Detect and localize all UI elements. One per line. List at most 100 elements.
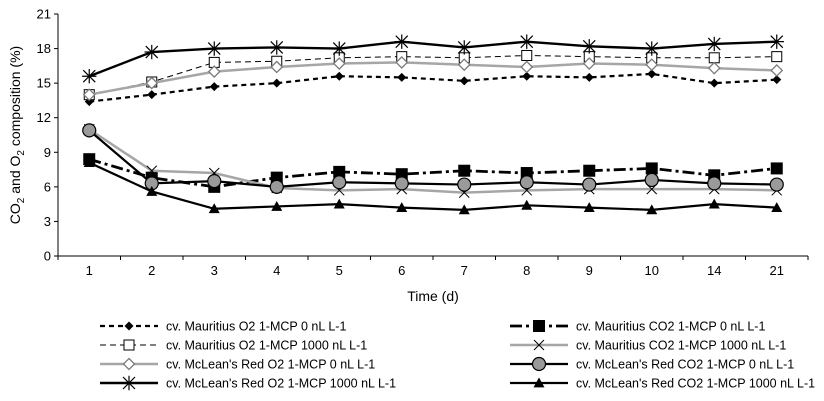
- data-point: [771, 202, 783, 212]
- data-point: [395, 55, 409, 69]
- x-tick-label: 4: [273, 263, 280, 278]
- data-point: [207, 41, 222, 56]
- data-point: [332, 41, 347, 56]
- x-tick-label: 3: [211, 263, 218, 278]
- data-point: [531, 356, 547, 372]
- data-point: [458, 204, 470, 215]
- x-tick-label: 8: [523, 263, 530, 278]
- series-6: [82, 34, 784, 84]
- y-tick-label: 15: [37, 76, 51, 91]
- series-0: [84, 69, 782, 107]
- legend-item: cv. McLean's Red O2 1-MCP 1000 nL L-1: [100, 375, 396, 391]
- data-point: [334, 71, 344, 81]
- legend-item: cv. Mauritius CO2 1-MCP 0 nL L-1: [510, 320, 765, 334]
- x-tick-label: 14: [707, 263, 721, 278]
- x-tick-label: 5: [336, 263, 343, 278]
- data-point: [333, 198, 345, 209]
- series-5: [82, 123, 784, 194]
- data-point: [521, 199, 533, 210]
- data-point: [533, 377, 545, 388]
- data-point: [82, 123, 97, 138]
- data-point: [272, 78, 282, 88]
- series-3: [83, 123, 783, 198]
- data-point: [645, 58, 659, 72]
- x-tick-label: 9: [586, 263, 593, 278]
- y-tick-label: 0: [44, 249, 51, 264]
- legend-item: cv. McLean's Red O2 1-MCP 0 nL L-1: [100, 358, 375, 372]
- x-tick-label: 2: [148, 263, 155, 278]
- data-point: [582, 57, 596, 70]
- data-point: [144, 44, 159, 60]
- x-tick-label: 6: [398, 263, 405, 278]
- legend-item: cv. Mauritius CO2 1-MCP 1000 nL L-1: [510, 339, 786, 353]
- data-point: [644, 172, 659, 188]
- data-point: [396, 202, 408, 212]
- legend: cv. Mauritius O2 1-MCP 0 nL L-1 cv. Mauri…: [100, 320, 815, 391]
- legend-label: cv. McLean's Red O2 1-MCP 0 nL L-1: [166, 358, 375, 372]
- legend-label: cv. Mauritius CO2 1-MCP 0 nL L-1: [576, 320, 765, 334]
- series-line: [89, 72, 777, 103]
- data-point: [646, 204, 658, 215]
- data-point: [769, 177, 784, 192]
- data-point: [332, 57, 346, 70]
- data-point: [457, 177, 472, 192]
- series-4: [82, 55, 784, 102]
- x-tick-label: 10: [645, 263, 659, 278]
- data-point: [271, 200, 283, 211]
- x-ticks: 1 2 3 4 5 6 7 8 9 10 14 21: [57, 256, 809, 278]
- data-point: [708, 198, 720, 209]
- data-point: [82, 69, 97, 84]
- data-point: [82, 88, 96, 102]
- data-point: [208, 203, 220, 214]
- data-point: [459, 76, 469, 86]
- data-point: [533, 339, 545, 351]
- data-point: [122, 357, 136, 371]
- data-point: [145, 76, 159, 90]
- x-tick-label: 7: [461, 263, 468, 278]
- data-point: [83, 157, 95, 168]
- legend-label: cv. McLean's Red O2 1-MCP 1000 nL L-1: [166, 377, 396, 391]
- y-tick-label: 9: [44, 145, 51, 160]
- data-point: [123, 339, 135, 351]
- data-point: [207, 65, 221, 79]
- data-point: [333, 165, 346, 178]
- legend-label: cv. Mauritius CO2 1-MCP 1000 nL L-1: [576, 339, 786, 353]
- legend-item: cv. Mauritius O2 1-MCP 1000 nL L-1: [100, 339, 367, 353]
- data-point: [146, 165, 158, 177]
- data-point: [457, 58, 471, 72]
- data-point: [533, 320, 545, 332]
- data-point: [269, 40, 284, 55]
- data-point: [521, 49, 533, 61]
- data-point: [583, 202, 595, 212]
- data-point: [582, 39, 597, 54]
- data-point: [121, 375, 137, 391]
- data-point: [146, 185, 158, 196]
- series-1: [83, 153, 783, 193]
- series-line: [88, 157, 777, 189]
- data-point: [209, 82, 219, 92]
- data-point: [647, 69, 657, 79]
- series-line: [88, 128, 777, 194]
- data-point: [709, 78, 719, 88]
- series-line: [89, 61, 777, 96]
- y-tick-label: 6: [44, 179, 51, 194]
- legend-item: cv. McLean's Red CO2 1-MCP 1000 nL L-1: [510, 377, 815, 391]
- data-point: [520, 60, 534, 74]
- y-tick-label: 3: [44, 214, 51, 229]
- data-point: [519, 175, 534, 190]
- data-point: [269, 179, 284, 194]
- data-point: [707, 61, 721, 75]
- data-point: [207, 173, 222, 189]
- y-tick-label: 21: [37, 7, 51, 22]
- data-point: [644, 41, 659, 56]
- legend-label: cv. Mauritius O2 1-MCP 0 nL L-1: [166, 320, 346, 334]
- series-line: [88, 129, 777, 188]
- data-point: [770, 162, 783, 175]
- legend-label: cv. McLean's Red CO2 1-MCP 1000 nL L-1: [576, 377, 815, 391]
- data-point: [645, 162, 658, 175]
- data-point: [769, 34, 784, 49]
- data-point: [583, 164, 596, 177]
- data-point: [708, 52, 720, 64]
- y-tick-label: 12: [37, 110, 51, 125]
- data-point: [332, 175, 347, 190]
